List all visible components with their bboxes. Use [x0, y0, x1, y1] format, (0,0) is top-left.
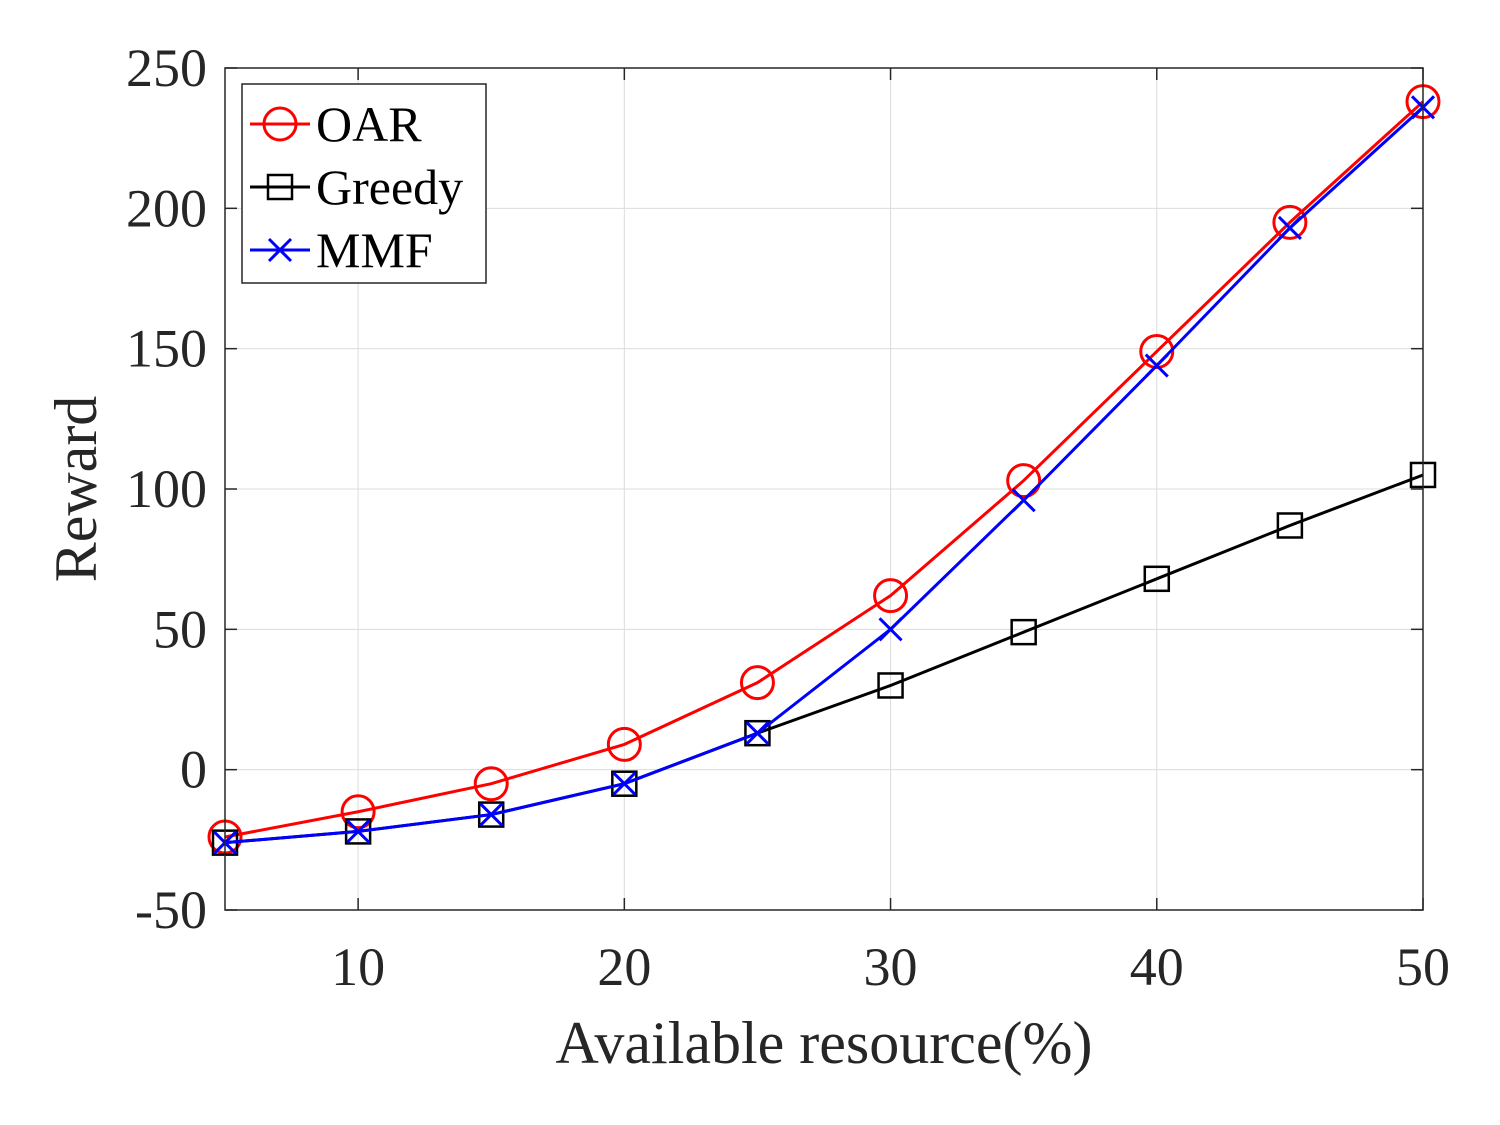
legend-label-mmf: MMF [316, 222, 433, 278]
y-tick-label-3: 100 [126, 459, 207, 519]
data-point-greedy-6 [1010, 618, 1037, 646]
y-tick-label-2: 50 [153, 599, 207, 659]
legend-marker-greedy [266, 173, 294, 201]
x-tick-label-0: 10 [331, 937, 385, 997]
y-axis-title: Reward [43, 396, 109, 583]
data-point-mmf-3 [612, 771, 637, 796]
series-greedy [211, 461, 1437, 856]
data-point-mmf-8 [1277, 215, 1302, 241]
y-tick-label-5: 200 [126, 178, 207, 238]
x-tick-label-1: 20 [597, 937, 651, 997]
legend-marker-oar [262, 106, 298, 142]
series-line-oar [224, 100, 1425, 839]
x-tick-label-2: 30 [864, 937, 918, 997]
x-tick-label-3: 40 [1130, 937, 1184, 997]
data-point-mmf-6 [1011, 488, 1036, 513]
data-point-greedy-7 [1143, 565, 1171, 593]
legend-item-mmf: MMF [250, 222, 433, 278]
series-line-mmf [224, 106, 1425, 845]
data-point-mmf-2 [479, 802, 504, 827]
data-point-mmf-4 [745, 721, 770, 746]
legend: OAR Greedy MMF [241, 83, 487, 284]
data-point-oar-6 [1006, 463, 1042, 499]
legend-item-greedy: Greedy [250, 159, 463, 215]
y-tick-label-0: -50 [135, 880, 207, 940]
data-point-mmf-1 [346, 819, 371, 844]
data-point-greedy-8 [1276, 512, 1304, 539]
x-tick-label-4: 50 [1396, 937, 1450, 997]
y-tick-label-4: 150 [126, 319, 207, 379]
data-point-greedy-5 [877, 672, 904, 699]
y-tick-label-1: 0 [180, 740, 207, 800]
x-axis-title: Available resource(%) [556, 1010, 1093, 1076]
data-point-greedy-2 [477, 801, 505, 828]
data-point-oar-8 [1272, 204, 1308, 240]
data-point-oar-5 [873, 578, 909, 614]
data-point-greedy-4 [744, 719, 771, 747]
legend-item-oar: OAR [250, 96, 422, 152]
data-point-oar-1 [340, 794, 376, 830]
legend-label-oar: OAR [316, 96, 422, 152]
legend-label-greedy: Greedy [316, 159, 463, 215]
data-point-mmf-7 [1144, 353, 1169, 378]
data-point-oar-4 [739, 665, 775, 701]
legend-marker-mmf [267, 237, 293, 263]
series-line-greedy [224, 473, 1424, 845]
y-tick-label-6: 250 [126, 38, 207, 98]
data-point-oar-3 [606, 726, 642, 762]
data-point-mmf-5 [878, 617, 903, 642]
data-point-greedy-3 [611, 770, 638, 797]
data-point-oar-2 [473, 766, 509, 802]
ticks: 10 20 30 40 50 -50 0 50 100 150 200 250 [126, 38, 1450, 997]
